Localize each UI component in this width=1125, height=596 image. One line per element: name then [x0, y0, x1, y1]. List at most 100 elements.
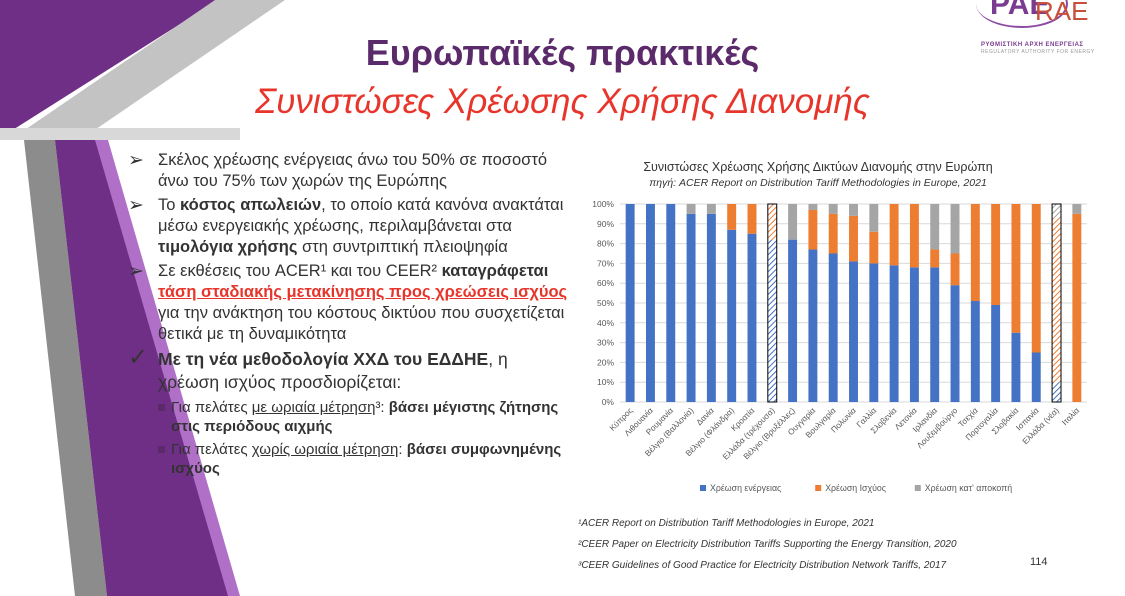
y-tick-label: 60% — [597, 278, 614, 288]
bar-segment — [970, 301, 980, 402]
bar-segment — [950, 285, 960, 402]
legend-swatch — [914, 485, 921, 491]
square-bullet-icon — [158, 446, 165, 453]
rae-logo: PAE RAE ΡΥΘΜΙΣΤΙΚΗ ΑΡΧΗ ΕΝΕΡΓΕΙΑΣ REGULA… — [956, 0, 1106, 60]
bar-segment — [930, 204, 940, 250]
page-number: 114 — [1030, 556, 1048, 568]
legend-swatch — [815, 485, 822, 491]
slide-title: Ευρωπαϊκές πρακτικές — [365, 32, 760, 73]
bar-segment — [706, 204, 716, 214]
bar-segment — [747, 233, 757, 402]
bar-segment — [828, 204, 838, 214]
bar-segment — [828, 213, 838, 254]
y-tick-label: 10% — [597, 377, 614, 387]
bar-segment — [686, 204, 696, 214]
bar-segment — [727, 204, 737, 230]
chart-title: Συνιστώσες Χρέωσης Χρήσης Δικτύων Διανομ… — [643, 160, 993, 174]
bullet-4: ✓ Με τη νέα μεθοδολογία ΧΧΔ του ΕΔΔΗΕ, η… — [128, 344, 568, 394]
bullet-emphasis: Με τη νέα μεθοδολογία ΧΧΔ του ΕΔΔΗΕ — [158, 349, 489, 369]
bar-segment — [767, 204, 777, 240]
bar-segment — [706, 213, 716, 402]
legend-label: Χρέωση Ισχύος — [825, 483, 886, 493]
bullet-text: Το — [158, 196, 181, 214]
bar-outline — [767, 203, 778, 403]
sub-bullet-underline: με ωριαία μέτρηση — [251, 399, 376, 416]
bar-segment — [1052, 382, 1062, 402]
bar-segment — [1072, 213, 1082, 402]
bar-segment — [808, 204, 818, 210]
bar-segment — [625, 204, 635, 402]
bullet-text: Σε εκθέσεις του ACER¹ και του CEER² — [158, 262, 442, 280]
bar-segment — [991, 204, 1001, 305]
bar-segment — [788, 239, 798, 402]
bar-segment — [970, 204, 980, 302]
bar-segment — [909, 267, 919, 402]
bullet-text: στη συντριπτική πλειοψηφία — [297, 238, 508, 256]
bar-segment — [727, 229, 737, 402]
y-tick-label: 20% — [597, 357, 614, 367]
bar-segment — [666, 204, 676, 402]
bullet-text: , η χρέωση ισχύος προσδιορίζεται: — [158, 349, 508, 392]
bar-segment — [808, 209, 818, 250]
bar-segment — [1011, 332, 1021, 402]
footnote-2: ²CEER Paper on Electricity Distribution … — [578, 539, 957, 550]
checkmark-icon: ✓ — [128, 344, 149, 371]
bar-segment — [808, 249, 818, 402]
bullet-text: για την ανάκτηση του κόστους δικτύου που… — [158, 304, 565, 343]
bar-segment — [849, 261, 858, 402]
legend-label: Χρέωση κατ' αποκοπή — [925, 483, 1012, 493]
bar-segment — [869, 231, 879, 264]
bar-segment — [889, 204, 899, 266]
bar-segment — [869, 263, 879, 402]
logo-pae: PAE — [990, 0, 1050, 21]
bullet-list: ➢ Σκέλος χρέωσης ενέργειας άνω του 50% σ… — [128, 150, 568, 478]
bar-segment — [991, 304, 1001, 402]
sub-bullet-text: ³: — [375, 399, 389, 416]
y-tick-label: 90% — [597, 219, 614, 229]
bullet-2: ➢ Το κόστος απωλειών, το οποίο κατά κανό… — [128, 195, 568, 258]
bar-segment — [1031, 352, 1041, 402]
y-tick-label: 0% — [602, 397, 615, 407]
chart-subtitle: πηγή: ACER Report on Distribution Tariff… — [649, 177, 987, 189]
bar-segment — [909, 204, 919, 268]
footnote-1: ¹ACER Report on Distribution Tariff Meth… — [578, 518, 875, 529]
arrow-bullet-icon: ➢ — [128, 195, 144, 216]
bullet-3: ➢ Σε εκθέσεις του ACER¹ και του CEER² κα… — [128, 261, 568, 345]
bar-segment — [1052, 204, 1062, 218]
y-tick-label: 100% — [592, 199, 614, 209]
bar-segment — [950, 204, 960, 254]
bullet-emphasis: καταγράφεται — [441, 262, 549, 280]
bar-segment — [1011, 204, 1021, 333]
sub-bullet-1: Για πελάτες με ωριαία μέτρηση³: βάσει μέ… — [128, 398, 568, 436]
sub-bullet-text: Για πελάτες — [171, 441, 252, 458]
bar-segment — [869, 204, 879, 232]
bar-segment — [1052, 217, 1062, 383]
bar-segment — [889, 265, 899, 402]
bullet-emphasis: κόστος απωλειών — [180, 196, 322, 214]
bar-segment — [1031, 204, 1041, 353]
bar-segment — [950, 253, 960, 286]
sub-bullet-text: : — [398, 441, 407, 458]
legend-swatch — [700, 485, 706, 491]
bullet-emphasis: τιμολόγια χρήσης — [158, 238, 298, 256]
bar-segment — [849, 204, 858, 216]
y-tick-label: 50% — [597, 298, 614, 308]
bar-outline — [1051, 203, 1062, 403]
bar-segment — [930, 249, 940, 268]
bar-segment — [788, 204, 798, 240]
bar-segment — [767, 239, 777, 402]
bar-segment — [645, 204, 655, 402]
y-tick-label: 40% — [597, 318, 614, 328]
square-bullet-icon — [158, 404, 165, 411]
y-tick-label: 30% — [597, 338, 614, 348]
sub-bullet-2: Για πελάτες χωρίς ωριαία μέτρηση: βάσει … — [128, 440, 568, 478]
sub-bullet-text: Για πελάτες — [171, 399, 252, 416]
logo-rae: RAE — [1035, 0, 1089, 26]
bar-segment — [849, 215, 858, 262]
bar-segment — [686, 213, 696, 402]
arrow-bullet-icon: ➢ — [128, 150, 144, 171]
sub-bullet-emphasis: βάσει συμφωνημένης ισχύος — [171, 441, 562, 477]
bar-segment — [930, 267, 940, 402]
